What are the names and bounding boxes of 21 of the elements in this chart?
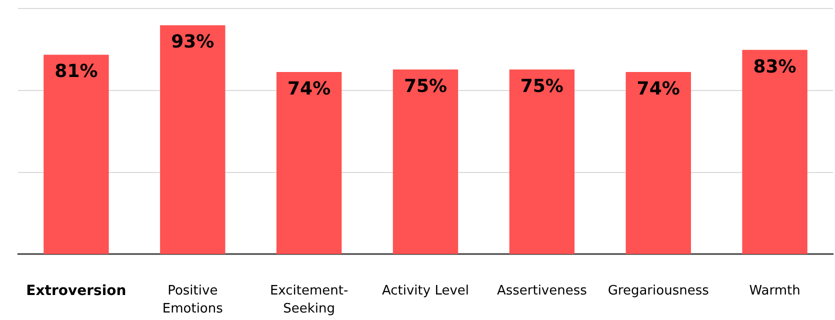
x-tick-label: Activity Level	[382, 284, 470, 298]
x-tick-label: Warmth	[749, 284, 800, 298]
bar	[44, 54, 109, 254]
bar	[509, 70, 575, 254]
data-label: 74%	[288, 78, 331, 100]
data-label: 75%	[404, 76, 448, 97]
x-tick-label: Excitement-Seeking	[270, 284, 348, 316]
bar	[392, 70, 458, 254]
data-label: 83%	[753, 56, 796, 78]
bar	[160, 25, 226, 254]
bar	[626, 72, 691, 254]
data-label: 93%	[171, 32, 214, 53]
x-tick-label: Positive Emotions	[162, 284, 224, 316]
bar	[742, 50, 808, 254]
x-tick-label: Extroversion	[26, 283, 126, 299]
x-tick-label: Gregariousness	[608, 284, 710, 298]
data-label: 75%	[520, 76, 564, 97]
data-label: 81%	[54, 61, 98, 82]
data-label: 74%	[636, 78, 680, 100]
x-tick-label: Assertiveness	[496, 284, 588, 298]
bar	[276, 72, 342, 254]
